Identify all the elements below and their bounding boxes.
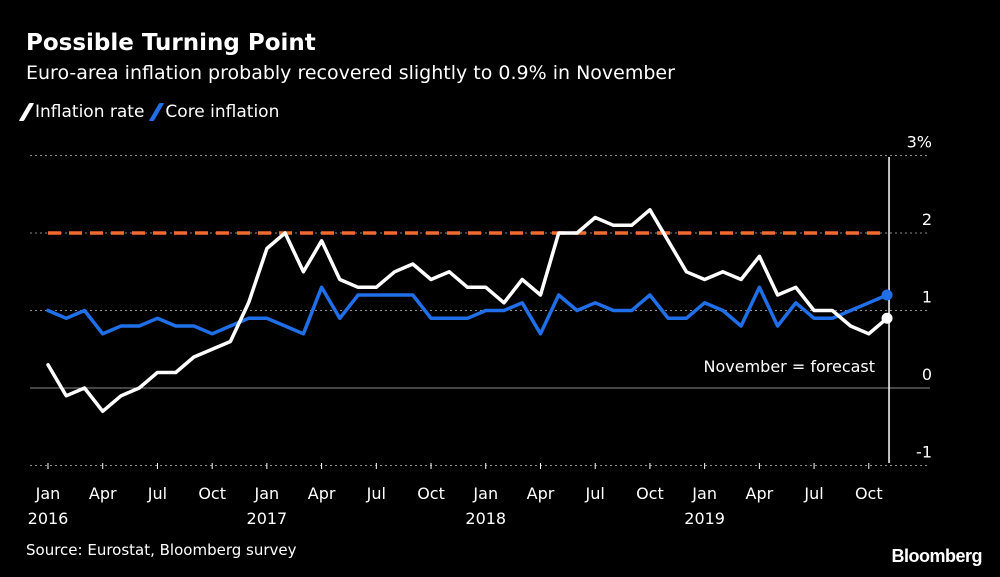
x-tick-label: Apr [308,484,336,503]
y-tick-label: 0 [922,365,932,384]
x-tick-label: Jan [472,484,498,503]
core-forecast-point [881,289,893,301]
x-year-label: 2016 [28,509,69,528]
x-year-label: 2018 [465,509,506,528]
x-tick-label: Jan [35,484,61,503]
x-year-label: 2019 [684,509,725,528]
inflation-forecast-point [881,312,893,324]
legend: Inflation rate Core inflation [18,102,280,122]
chart-subtitle: Euro-area inflation probably recovered s… [26,62,675,84]
x-tick-label: Jan [691,484,717,503]
legend-label-core: Core inflation [165,102,280,122]
legend-label-inflation: Inflation rate [35,102,145,122]
x-year-label: 2017 [247,509,288,528]
inflation-rate-line [46,208,889,414]
x-tick-label: Jul [147,484,167,503]
x-tick-label: Jul [585,484,605,503]
y-tick-label: 2 [922,210,932,229]
chart-title: Possible Turning Point [26,30,316,56]
x-tick-label: Apr [746,484,774,503]
y-tick-label: -1 [916,443,932,462]
x-tick-label: Jul [366,484,386,503]
x-tick-label: Jul [803,484,823,503]
x-tick-label: Apr [527,484,555,503]
x-tick-label: Apr [89,484,117,503]
x-tick-label: Oct [855,484,883,503]
forecast-annotation: November = forecast [704,357,876,376]
x-tick-label: Oct [417,484,445,503]
y-tick-label: 1 [922,288,932,307]
y-tick-label: 3% [907,133,932,152]
source-note: Source: Eurostat, Bloomberg survey [26,541,297,559]
legend-item-core: Core inflation [149,102,280,122]
x-tick-label: Jan [254,484,280,503]
bloomberg-logo: Bloomberg [891,546,982,566]
core-inflation-line [46,285,889,336]
x-tick-label: Oct [198,484,226,503]
legend-item-inflation: Inflation rate [18,102,145,122]
x-tick-label: Oct [636,484,664,503]
